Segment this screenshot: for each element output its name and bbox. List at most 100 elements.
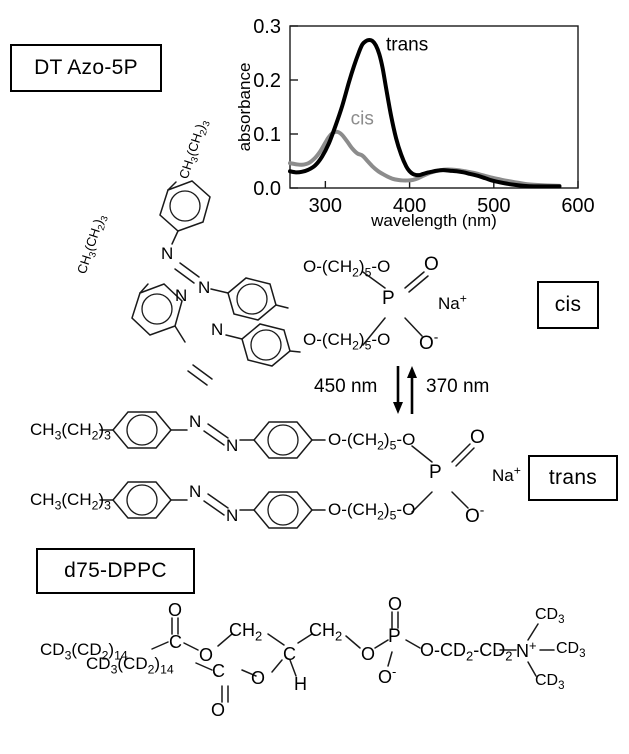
dppc-carbonyl-c-top-text: C <box>169 632 182 652</box>
chart-data-curves <box>288 38 562 189</box>
photoswitch-arrow-icons <box>393 366 417 414</box>
dppc-tail-bottom-text: CD3(CD2)14 <box>86 654 174 677</box>
chart-y-tick-label: 0.2 <box>253 70 281 92</box>
cis-counter-ion-text: Na+ <box>438 291 467 313</box>
dt-azo-5p-label-text: DT Azo-5P <box>34 56 138 79</box>
trans-azo-nitrogen-1: N <box>189 412 201 432</box>
chart-y-tick-label: 0.1 <box>253 124 281 146</box>
trans-azo-nitrogen-3: N <box>189 482 201 502</box>
dppc-phosphate-oxo-text: O <box>388 594 403 614</box>
chart-annotation-cis: cis <box>351 108 374 129</box>
dppc-choline-linker-text: O-CD2-CD2 <box>420 640 513 664</box>
d75-dppc-label-text: d75-DPPC <box>64 559 167 582</box>
dt-azo-5p-label-box: DT Azo-5P <box>10 44 162 92</box>
dppc-carbonyl-oxygen-top: O <box>168 600 182 621</box>
dppc-nitrogen-text: N+ <box>516 638 537 661</box>
cis-linker-bottom-text: O-(CH2)5-O <box>303 330 391 353</box>
trans-linker-top-text: O-(CH2)5-O <box>328 430 416 453</box>
chart-y-axis-label: absorbance <box>235 63 254 152</box>
dppc-methyl-right-text: CD3 <box>556 640 586 661</box>
cis-azo-nitrogen-3: N <box>175 286 187 306</box>
photoswitch-down-label: 450 nm <box>314 376 378 397</box>
chart-x-tick-label: 600 <box>561 195 594 217</box>
dppc-phosphoester-o-text: O <box>361 644 376 664</box>
cis-phosphate-oxo-text: O <box>424 254 439 275</box>
trans-azo-n3-text: N <box>189 482 202 501</box>
dppc-carbonyl-oxygen-bottom: O <box>211 700 225 721</box>
trans-linker-bottom-text: O-(CH2)5-O <box>328 500 416 523</box>
dppc-phosphoester-oxygen: O <box>361 644 375 665</box>
dppc-phosphorus-atom: P <box>388 626 401 648</box>
chart-curve-trans <box>288 38 562 189</box>
dppc-tail-top-label: CD3(CD2)14 <box>40 640 128 662</box>
trans-chain-top-text: CH3(CH2)3 <box>30 420 111 443</box>
chart-svg: 300 400 500 600 0.0 0.1 0.2 0.3 trans cis wavel… <box>235 16 595 230</box>
dppc-glycerol-hydrogen: H <box>294 674 307 695</box>
trans-azo-nitrogen-4: N <box>226 506 238 526</box>
cis-azo-n4-text: N <box>211 320 224 339</box>
chart-y-axis-ticks <box>290 25 298 189</box>
cis-molecule-structure: CH3(CH2)3 CH3(CH2)3 <box>0 56 520 386</box>
dppc-nitrogen-atom: N+ <box>516 638 537 662</box>
dppc-glycerol-h-text: H <box>294 674 307 694</box>
cis-phosphate-anion-text: O- <box>419 330 439 355</box>
cis-linker-bottom: O-(CH2)5-O <box>303 330 390 352</box>
chart-annotation-trans: trans <box>386 34 428 55</box>
cis-phosphorus-atom: P <box>382 288 395 310</box>
trans-azo-n1-text: N <box>189 412 202 431</box>
trans-phosphate-anion: O- <box>465 503 484 528</box>
trans-linker-top: O-(CH2)5-O <box>328 430 415 452</box>
chart-x-tick-label: 500 <box>477 195 510 217</box>
cis-azo-n2-text: N <box>198 278 211 297</box>
cis-phosphate-oxo: O <box>424 254 439 276</box>
dppc-phosphate-anion: O- <box>378 664 396 688</box>
trans-phosphorus-atom: P <box>429 462 442 484</box>
chart-x-tick-label: 400 <box>393 195 426 217</box>
dppc-methyl-top: CD3 <box>535 606 565 626</box>
dppc-carbonyl-o-bottom-text: O <box>211 700 226 720</box>
dppc-glycerol-ch2-left: CH2 <box>229 620 262 644</box>
trans-counter-ion-text: Na+ <box>492 463 521 485</box>
cis-linker-top-text: O-(CH2)5-O <box>303 257 391 280</box>
chart-plot-frame <box>289 25 579 189</box>
dppc-phosphate-oxo: O <box>388 594 402 615</box>
trans-label-text: trans <box>548 466 598 489</box>
cis-counter-ion: Na+ <box>438 291 467 314</box>
chart-x-axis-label: wavelength (nm) <box>370 211 497 230</box>
trans-counter-ion: Na+ <box>492 463 521 486</box>
cis-label-box: cis <box>537 281 599 329</box>
dppc-glycerol-c-text: C <box>283 644 296 664</box>
trans-azo-n4-text: N <box>226 506 239 525</box>
cis-azo-nitrogen-2: N <box>198 278 210 298</box>
absorbance-spectrum-chart: 300 400 500 600 0.0 0.1 0.2 0.3 trans cis wavel… <box>230 6 629 234</box>
dppc-methyl-right: CD3 <box>556 640 586 660</box>
trans-chain-top-label: CH3(CH2)3 <box>30 420 111 442</box>
trans-chain-bottom-label: CH3(CH2)3 <box>30 490 111 512</box>
dppc-carbonyl-carbon-top: C <box>169 632 182 653</box>
trans-azo-n2-text: N <box>226 436 239 455</box>
trans-phosphate-oxo: O <box>470 427 485 449</box>
photoswitch-arrows-group: 450 nm 370 nm <box>314 366 504 414</box>
dppc-phosphate-anion-text: O- <box>378 664 397 687</box>
photoswitch-up-label: 370 nm <box>426 376 490 397</box>
cis-azo-n3-text: N <box>175 286 188 305</box>
dppc-glycerol-ch2-left-text: CH2 <box>229 620 263 644</box>
trans-phosphorus-text: P <box>429 462 442 483</box>
trans-phosphate-anion-text: O- <box>465 503 485 528</box>
cis-azo-n1-text: N <box>161 244 174 263</box>
cis-linker-top: O-(CH2)5-O <box>303 257 390 279</box>
dppc-choline-linker: O-CD2-CD2 <box>420 640 512 664</box>
d75-dppc-label-box: d75-DPPC <box>36 548 195 594</box>
dppc-methyl-bottom-text: CD3 <box>535 672 565 693</box>
dppc-glycerol-ch2-right-text: CH2 <box>309 620 343 644</box>
chart-y-tick-label: 0.3 <box>253 16 281 38</box>
trans-label-box: trans <box>528 455 618 501</box>
dppc-ester-o-bottom-text: O <box>251 668 266 688</box>
trans-phosphate-oxo-text: O <box>470 427 485 448</box>
dppc-methyl-bottom: CD3 <box>535 672 565 692</box>
dppc-carbonyl-carbon-bottom: C <box>212 661 225 682</box>
trans-linker-bottom: O-(CH2)5-O <box>328 500 415 522</box>
dppc-ester-oxygen-bottom: O <box>251 668 265 689</box>
